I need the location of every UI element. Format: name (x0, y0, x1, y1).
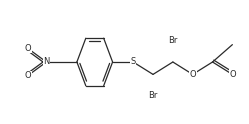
Text: Br: Br (168, 36, 178, 45)
Text: O: O (24, 44, 31, 53)
Text: O: O (189, 70, 196, 79)
Text: N: N (43, 58, 50, 66)
Text: Br: Br (148, 91, 158, 100)
Text: O: O (24, 71, 31, 80)
Text: O: O (229, 70, 236, 79)
Text: S: S (130, 58, 136, 66)
